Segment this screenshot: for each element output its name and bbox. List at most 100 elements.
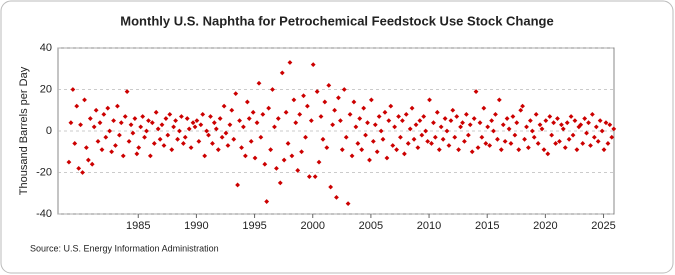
point: [400, 118, 405, 124]
x-tick-label: 2025: [591, 220, 615, 232]
point: [535, 141, 541, 146]
point: [274, 165, 279, 171]
point: [557, 138, 562, 144]
point: [574, 147, 580, 153]
point: [502, 138, 508, 144]
point: [429, 141, 434, 146]
point: [595, 138, 601, 144]
point: [291, 97, 297, 103]
point: [485, 124, 491, 130]
point: [105, 105, 111, 111]
y-tick-label: -20: [36, 166, 52, 178]
y-tick-label: 40: [40, 42, 52, 54]
point: [159, 122, 165, 128]
point: [413, 122, 419, 128]
point: [332, 107, 338, 113]
point: [411, 136, 417, 142]
point: [99, 147, 105, 153]
point: [264, 199, 270, 204]
point: [82, 97, 87, 103]
point: [339, 147, 345, 153]
y-tick-label: 0: [46, 125, 52, 137]
point: [239, 145, 244, 151]
y-tick-label: -40: [36, 208, 52, 220]
point: [462, 138, 467, 144]
point: [314, 89, 320, 94]
point: [355, 141, 361, 146]
point: [330, 122, 336, 128]
point: [227, 122, 233, 128]
point: [304, 103, 310, 109]
point: [279, 70, 285, 76]
point: [213, 126, 219, 132]
point: [312, 174, 318, 180]
point: [281, 157, 287, 163]
point: [334, 194, 339, 200]
point: [289, 153, 295, 159]
point: [432, 134, 438, 140]
point: [103, 134, 109, 140]
point: [458, 124, 463, 130]
point: [258, 134, 264, 140]
point: [268, 147, 274, 153]
point: [382, 109, 388, 115]
point: [111, 118, 117, 124]
x-tick-label: 2020: [533, 220, 557, 232]
point: [415, 145, 421, 151]
point: [95, 138, 101, 144]
point: [419, 132, 425, 138]
point: [498, 147, 504, 153]
point: [386, 118, 392, 124]
point: [444, 128, 450, 134]
point: [520, 103, 525, 109]
point: [155, 126, 161, 132]
point: [450, 107, 456, 113]
point: [353, 124, 359, 130]
point: [376, 114, 382, 119]
point: [101, 111, 107, 117]
x-tick-label: 1995: [242, 220, 266, 232]
x-tick-label: 1985: [126, 220, 150, 232]
point: [463, 111, 469, 117]
point: [504, 116, 510, 121]
point: [456, 147, 462, 153]
point: [308, 118, 314, 124]
point: [320, 136, 326, 142]
point: [233, 91, 239, 97]
point: [285, 141, 291, 146]
point: [467, 122, 473, 128]
point: [434, 109, 440, 115]
point: [341, 87, 347, 92]
point: [491, 128, 496, 134]
point: [425, 138, 431, 144]
point: [115, 103, 120, 109]
x-tick-label: 1990: [184, 220, 208, 232]
point: [454, 114, 460, 119]
point: [347, 111, 353, 117]
point: [303, 134, 308, 140]
point: [206, 132, 211, 138]
point: [338, 118, 343, 124]
point: [442, 116, 448, 121]
point: [380, 136, 386, 142]
point: [609, 134, 615, 140]
point: [326, 82, 332, 88]
y-tick-label: 20: [40, 83, 52, 95]
point: [301, 93, 306, 99]
point: [87, 116, 93, 121]
point: [421, 114, 427, 119]
point: [78, 122, 83, 128]
point: [493, 111, 498, 117]
point: [394, 147, 400, 153]
point: [471, 116, 477, 121]
point: [322, 99, 328, 105]
point: [390, 143, 396, 148]
point: [365, 120, 370, 126]
point: [427, 97, 432, 103]
point: [250, 109, 256, 115]
point: [370, 138, 376, 144]
point: [324, 145, 330, 151]
point: [388, 103, 394, 109]
